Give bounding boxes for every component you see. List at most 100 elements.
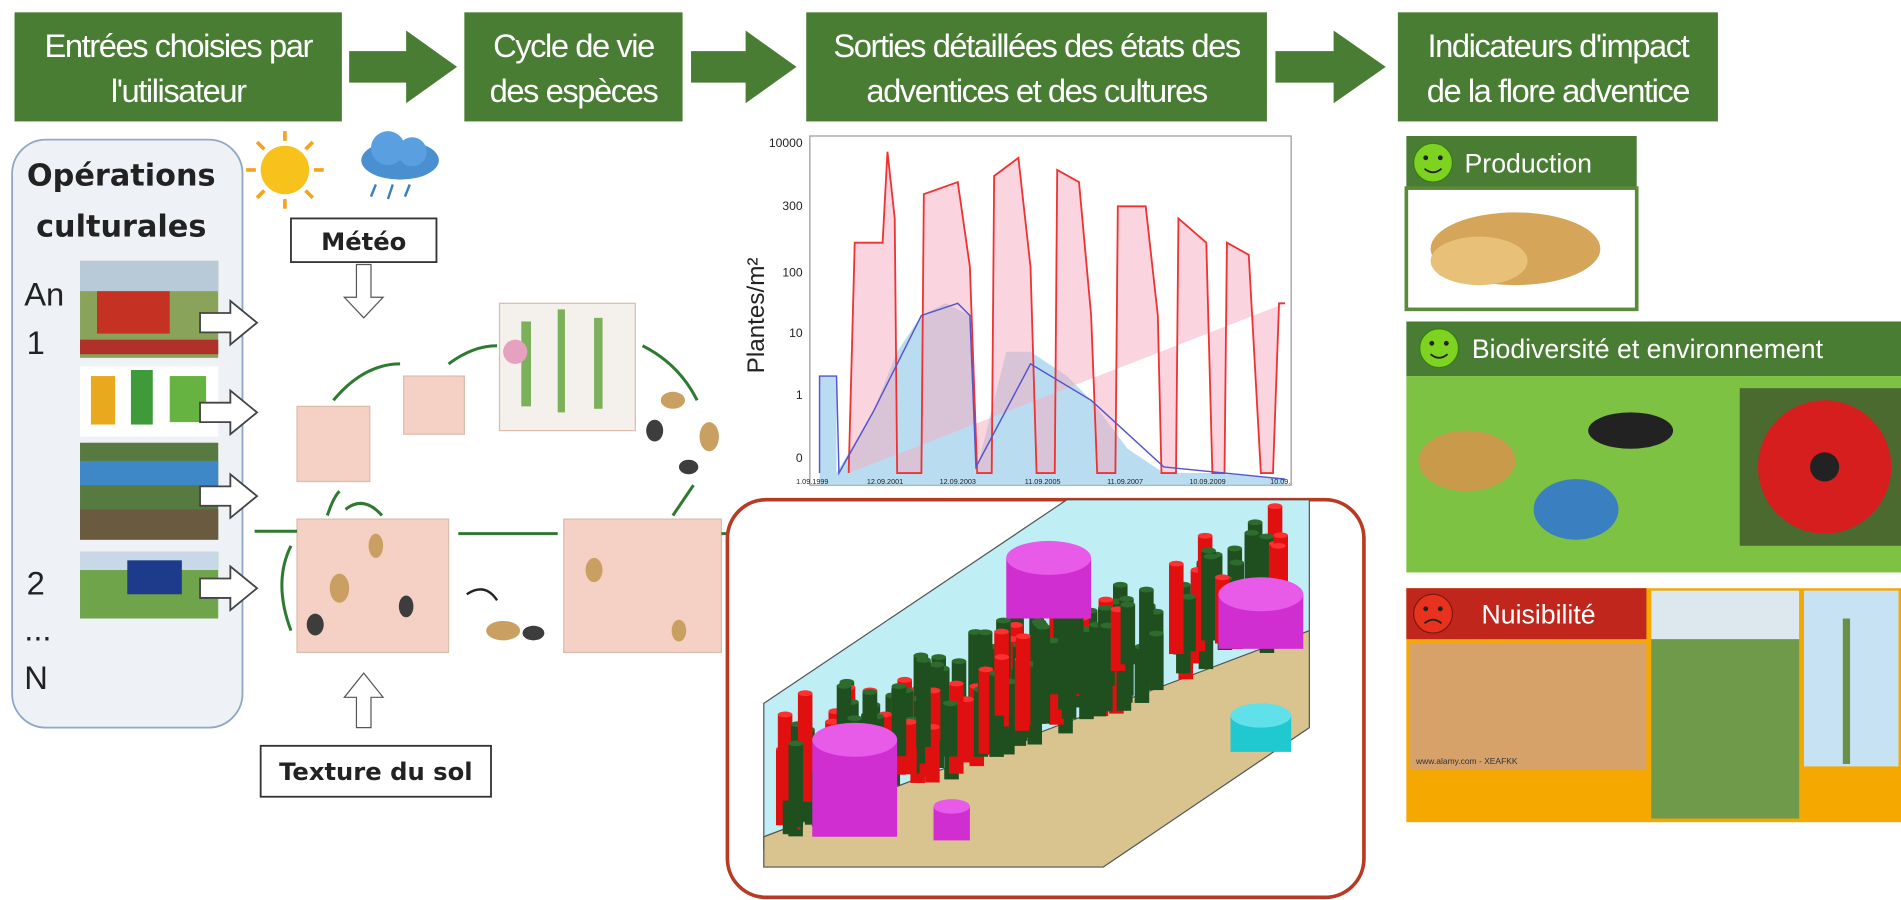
shape: [91, 376, 115, 424]
shape: [1113, 582, 1128, 588]
shape: [700, 422, 719, 451]
shape: [1431, 237, 1528, 285]
shape: [1121, 605, 1136, 665]
shape: [789, 743, 804, 827]
label: 12.09.2003: [940, 477, 976, 486]
shape: [1248, 519, 1263, 525]
shape: [646, 420, 663, 442]
shape: [892, 683, 907, 689]
shape: [1099, 597, 1114, 603]
label: 300: [782, 199, 802, 213]
shape: [405, 184, 410, 196]
shape: [994, 629, 1009, 635]
label: 11.09.2007: [1107, 477, 1143, 486]
shape: [789, 741, 804, 747]
group: [371, 184, 410, 199]
shape: [404, 376, 465, 434]
shape: [257, 142, 264, 149]
shape: [1058, 615, 1073, 710]
shape: [1273, 532, 1288, 538]
shape: [837, 683, 852, 689]
shape: [594, 318, 602, 409]
shape: [1201, 547, 1216, 553]
shape: [558, 309, 565, 412]
shape: [979, 666, 994, 672]
shape: [1215, 574, 1230, 580]
shape: [943, 700, 958, 706]
label: ...: [24, 610, 51, 647]
shape: [586, 558, 603, 582]
label: Plantes/m²: [743, 258, 770, 374]
shape: [691, 31, 796, 104]
shape: [564, 519, 722, 652]
label: An: [24, 276, 64, 313]
label: Sorties détaillées des états des: [833, 27, 1240, 64]
label: 10000: [769, 136, 803, 150]
shape: [1228, 546, 1243, 552]
label: l'utilisateur: [111, 72, 247, 109]
shape: [1414, 594, 1453, 633]
shape: [1036, 624, 1051, 630]
shape: [131, 370, 153, 425]
shape: [1016, 636, 1031, 726]
shape: [1121, 602, 1136, 608]
label: 1: [796, 388, 803, 402]
shape: [949, 681, 964, 687]
shape: [1268, 503, 1283, 509]
shape: [1149, 633, 1164, 690]
label: Entrées choisies par: [45, 27, 314, 64]
page: Entrées choisies par l'utilisateur Cycle…: [0, 0, 1901, 900]
shape: [297, 406, 370, 481]
label: adventices et des cultures: [866, 72, 1208, 109]
shape: [995, 654, 1010, 660]
shape: [503, 340, 527, 364]
shape: [1410, 643, 1646, 770]
shape: [1139, 587, 1154, 593]
shape: [1438, 606, 1443, 611]
shape: [1275, 31, 1385, 104]
label: 100: [782, 266, 802, 280]
shape: [369, 534, 384, 558]
shape: [672, 620, 687, 642]
shape: [388, 184, 393, 199]
shape: [327, 491, 339, 515]
shape: [1098, 605, 1113, 611]
shape: [97, 291, 170, 333]
label: culturales: [36, 210, 206, 245]
shape: [1444, 341, 1449, 346]
shape: [1414, 143, 1453, 182]
shape: [306, 191, 313, 198]
shape: [127, 560, 182, 594]
label: des espèces: [490, 72, 659, 109]
label: Cycle de vie: [493, 27, 654, 64]
shape: [261, 146, 309, 194]
shape: [1119, 596, 1134, 602]
label: 10: [789, 326, 803, 340]
label: 1: [27, 324, 45, 361]
shape: [1423, 155, 1428, 160]
shape: [349, 31, 457, 104]
label: 11.09.2005: [1025, 477, 1061, 486]
shape: [1198, 533, 1213, 539]
shape: [523, 626, 545, 641]
label: 0: [796, 451, 803, 465]
group: 10000 300 100 10 1 0: [769, 136, 803, 465]
shape: [371, 184, 376, 196]
shape: [307, 614, 324, 636]
shape: [1229, 560, 1244, 566]
shape: [1423, 606, 1428, 611]
shape: [449, 346, 497, 364]
label: 2: [27, 564, 45, 601]
shape: [1218, 577, 1303, 611]
shape: [1169, 561, 1184, 567]
label: 10.09.2009: [1189, 477, 1225, 486]
shape: [1420, 329, 1459, 368]
shape: [863, 689, 878, 695]
shape: [847, 715, 862, 721]
label: N: [24, 659, 48, 696]
shape: [812, 723, 897, 757]
label: www.alamy.com - XEAFKK: [1415, 756, 1518, 766]
shape: [521, 321, 531, 406]
shape: [661, 392, 685, 409]
shape: [467, 589, 497, 600]
